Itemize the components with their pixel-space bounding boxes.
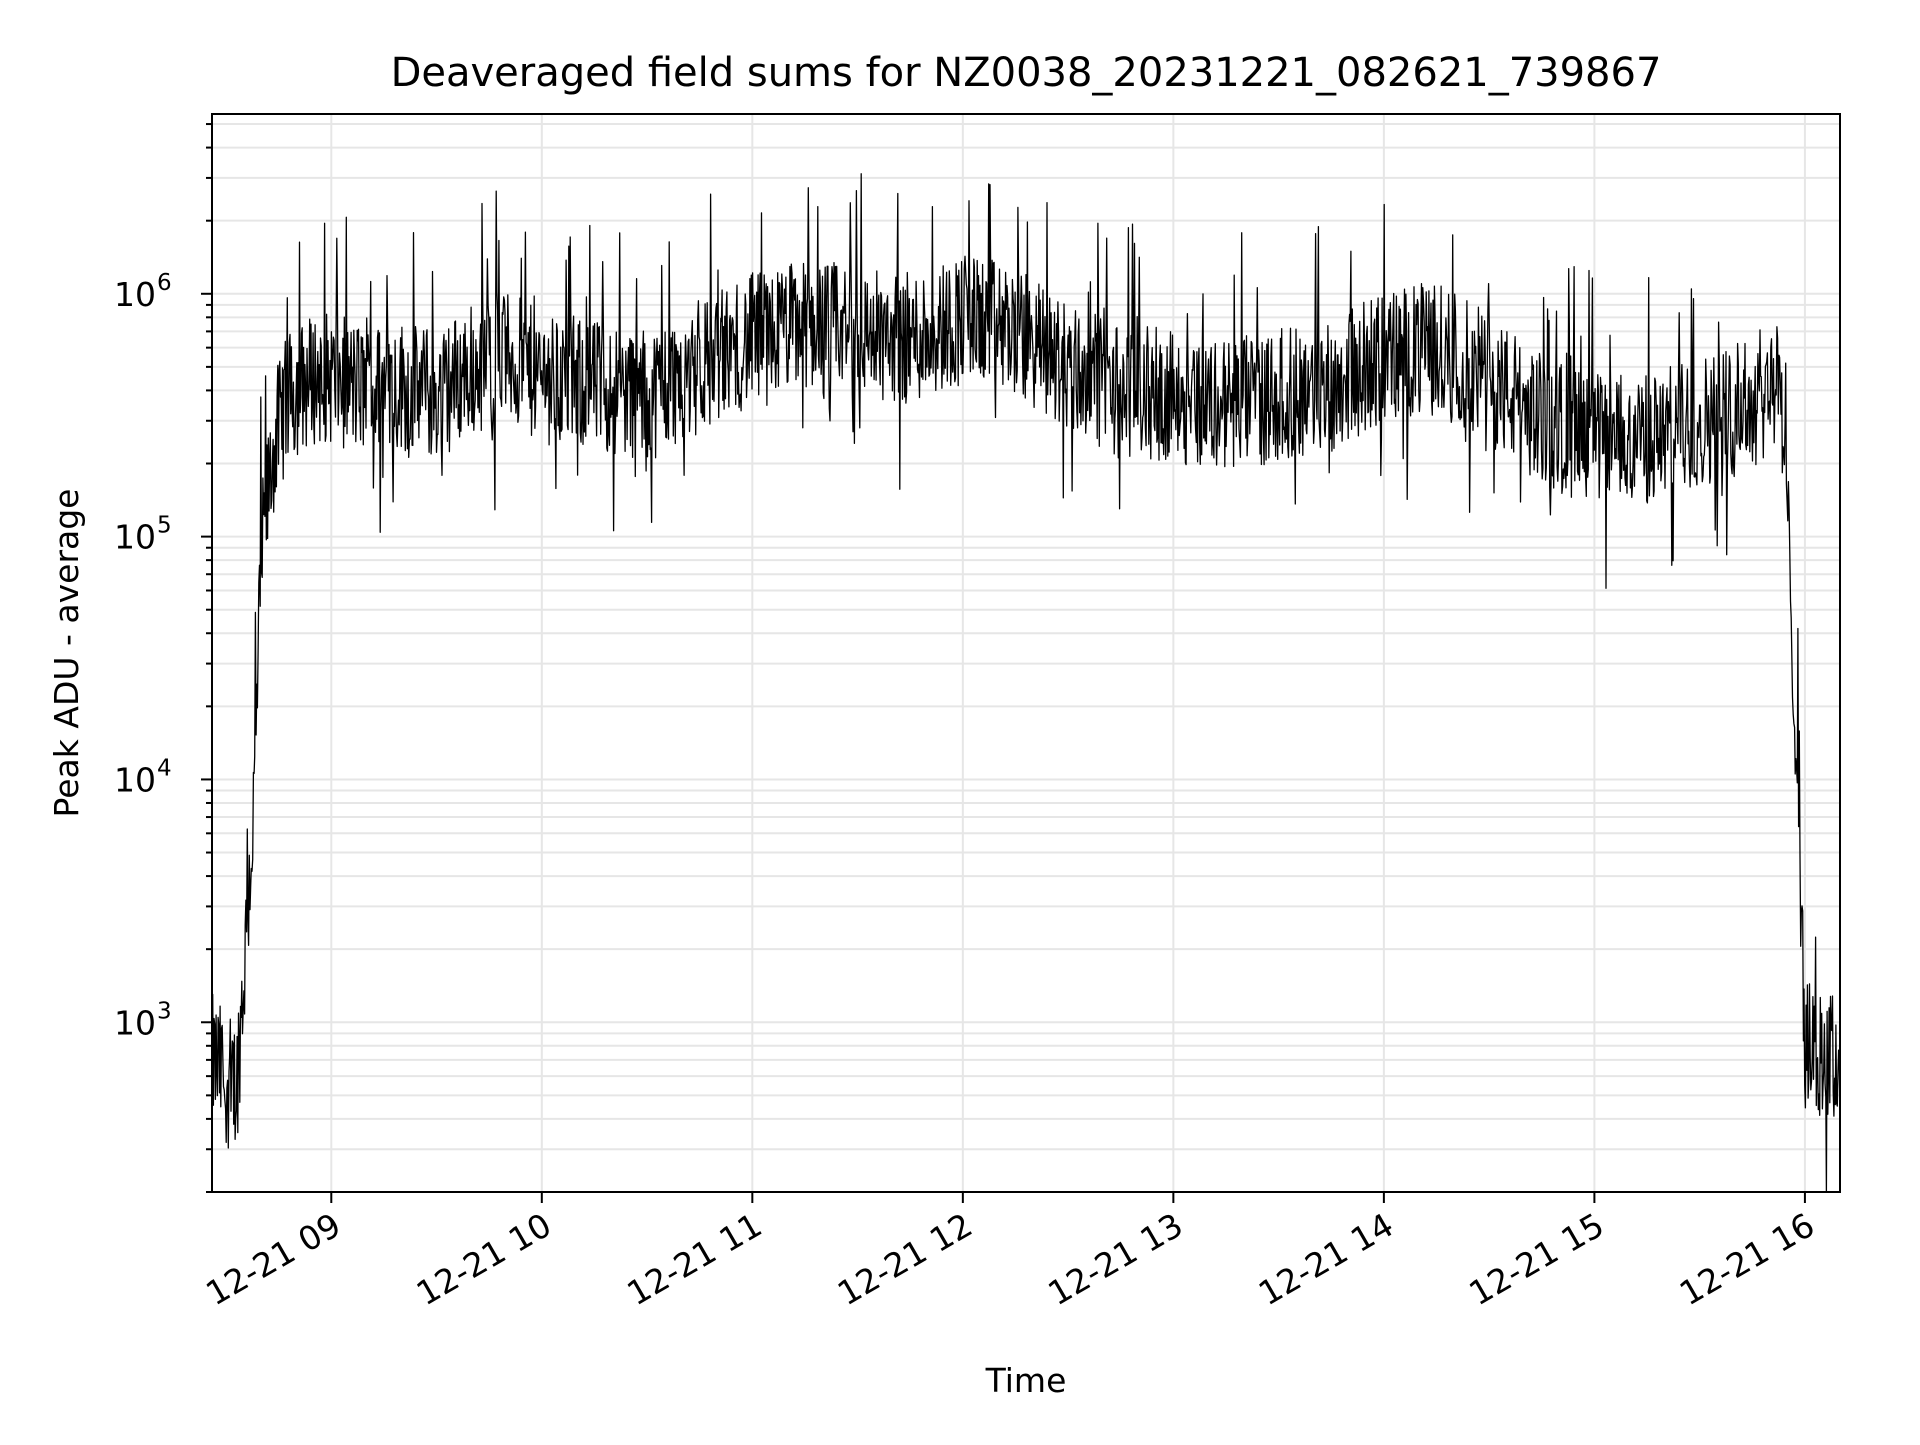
y-tick-exponent: 3 (157, 998, 172, 1024)
y-tick-label: 10 (114, 1003, 156, 1042)
y-tick-label: 10 (114, 760, 156, 799)
y-tick-exponent: 4 (157, 755, 172, 781)
series-layer (211, 173, 1841, 1193)
y-tick-label: 10 (114, 275, 156, 314)
chart-title: Deaveraged field sums for NZ0038_2023122… (391, 50, 1662, 96)
series-line (211, 173, 1841, 1193)
y-tick-label: 10 (114, 518, 156, 557)
x-axis-label: Time (985, 1361, 1067, 1400)
y-tick-exponent: 6 (157, 270, 172, 296)
y-tick-exponent: 5 (157, 513, 172, 539)
y-axis-label: Peak ADU - average (47, 489, 86, 818)
plot-frame (211, 113, 1841, 1193)
